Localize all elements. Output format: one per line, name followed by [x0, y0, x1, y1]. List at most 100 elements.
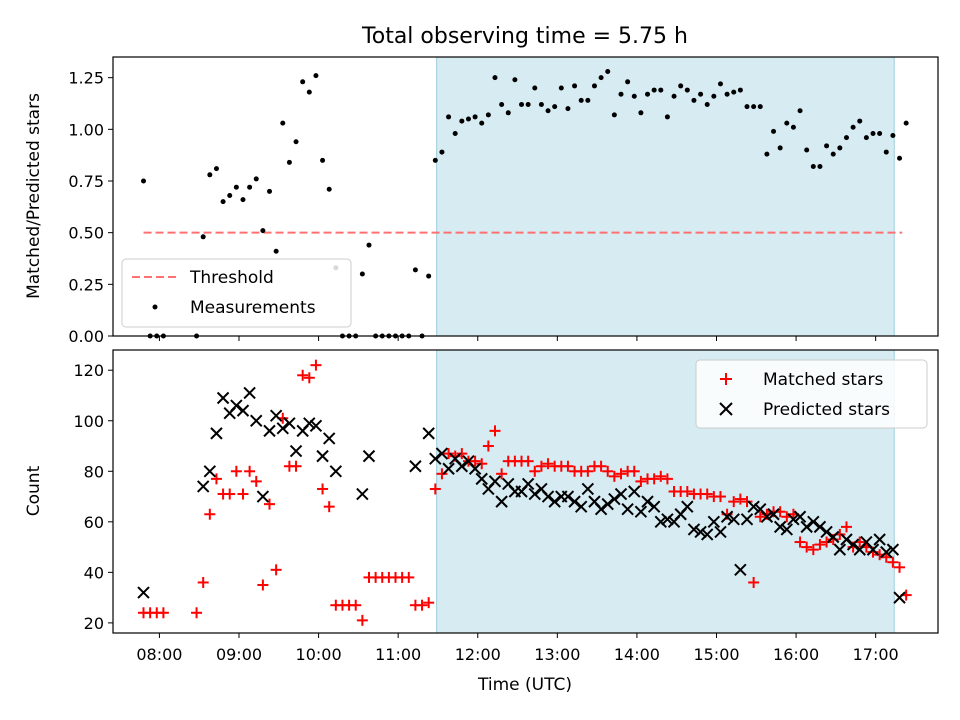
- predicted-point: [322, 432, 336, 445]
- predicted-point-b: [422, 427, 435, 440]
- matched-point: [270, 564, 282, 576]
- measurement-point: [578, 97, 584, 103]
- predicted-point-b: [535, 482, 548, 496]
- predicted-point-b: [647, 500, 661, 513]
- predicted-point: [833, 543, 847, 556]
- predicted-point: [760, 510, 774, 523]
- predicted-point: [422, 427, 435, 440]
- top-legend: Threshold Measurements: [121, 258, 352, 328]
- matched-point: [416, 599, 428, 611]
- bottom-y-tick-label: 20: [84, 614, 104, 633]
- predicted-point-b: [455, 460, 469, 473]
- measurement-point: [671, 93, 677, 99]
- predicted-point-b: [276, 422, 289, 435]
- predicted-point-b: [773, 520, 787, 534]
- measurement-point: [141, 178, 147, 184]
- predicted-point-b: [137, 586, 150, 599]
- matched-point: [635, 475, 647, 487]
- matched-point: [615, 468, 627, 480]
- matched-point: [535, 460, 547, 472]
- measurement-point: [658, 87, 664, 93]
- measurement-point: [247, 184, 253, 190]
- matched-point: [602, 465, 614, 477]
- matched-point: [456, 448, 468, 460]
- predicted-point-b: [216, 391, 230, 405]
- predicted-point-b: [701, 528, 714, 541]
- predicted-point: [250, 414, 263, 427]
- predicted-point-b: [846, 538, 860, 551]
- predicted-point-b: [780, 523, 794, 536]
- matched-point: [734, 493, 746, 505]
- predicted-point: [521, 477, 535, 491]
- legend-threshold-label: Threshold: [189, 268, 274, 288]
- predicted-point-b: [230, 399, 243, 412]
- predicted-point-b: [283, 417, 296, 430]
- measurement-point: [512, 77, 518, 83]
- predicted-point-b: [289, 444, 303, 458]
- bottom-plot-area: [137, 359, 912, 626]
- predicted-point-b: [860, 535, 873, 549]
- measurement-point: [631, 93, 637, 99]
- predicted-point-b: [873, 533, 886, 546]
- predicted-point: [309, 419, 323, 433]
- predicted-point: [773, 520, 787, 534]
- predicted-point-b: [694, 525, 707, 539]
- legend-matched-swatch: [720, 373, 732, 385]
- predicted-point: [548, 495, 561, 508]
- predicted-point: [362, 449, 376, 463]
- predicted-point: [800, 520, 813, 534]
- matched-point: [191, 607, 203, 619]
- measurement-point: [591, 83, 597, 89]
- predicted-point: [329, 465, 343, 478]
- measurement-point: [890, 133, 896, 139]
- matched-point: [840, 521, 852, 533]
- measurement-point: [267, 188, 273, 194]
- measurement-point: [857, 118, 863, 124]
- predicted-point: [303, 417, 316, 430]
- predicted-point: [780, 523, 794, 536]
- predicted-point-b: [442, 462, 455, 475]
- matched-point: [496, 468, 508, 480]
- measurement-point: [320, 157, 326, 163]
- predicted-point-b: [813, 520, 827, 534]
- predicted-point: [820, 525, 833, 539]
- predicted-point-b: [714, 525, 727, 539]
- predicted-point-b: [641, 495, 654, 508]
- predicted-point-b: [309, 419, 323, 433]
- predicted-point-b: [250, 414, 263, 427]
- measurement-point: [605, 68, 611, 74]
- legend-matched-label: Matched stars: [763, 370, 883, 390]
- measurement-point: [817, 164, 823, 170]
- predicted-point: [873, 533, 886, 546]
- measurement-point: [227, 192, 233, 198]
- predicted-point-b: [793, 510, 807, 523]
- measurement-point: [678, 83, 684, 89]
- bottom-x-tick-label: 09:00: [216, 645, 262, 664]
- measurement-point: [260, 228, 266, 234]
- matched-point: [224, 488, 236, 500]
- predicted-point: [356, 487, 369, 501]
- measurement-point: [751, 104, 757, 110]
- measurement-point: [850, 124, 856, 130]
- predicted-point-b: [409, 460, 422, 473]
- matched-point: [317, 483, 329, 495]
- predicted-point: [793, 510, 807, 523]
- predicted-point: [647, 500, 661, 513]
- predicted-point-b: [303, 417, 316, 430]
- matched-point: [250, 475, 262, 487]
- measurement-point: [213, 166, 219, 172]
- predicted-point-b: [561, 490, 575, 503]
- bottom-x-tick-label: 10:00: [296, 645, 342, 664]
- measurement-point: [824, 143, 830, 149]
- matched-point: [423, 597, 435, 609]
- measurement-point: [611, 112, 617, 118]
- predicted-point-b: [754, 502, 767, 516]
- predicted-point-b: [787, 513, 800, 526]
- matched-point: [429, 483, 441, 495]
- predicted-point: [734, 563, 747, 577]
- predicted-point: [694, 525, 707, 539]
- bottom-y-tick-label: 100: [73, 412, 104, 431]
- bottom-x-tick-label: 12:00: [455, 645, 501, 664]
- measurement-point: [651, 87, 657, 93]
- measurement-point: [691, 97, 697, 103]
